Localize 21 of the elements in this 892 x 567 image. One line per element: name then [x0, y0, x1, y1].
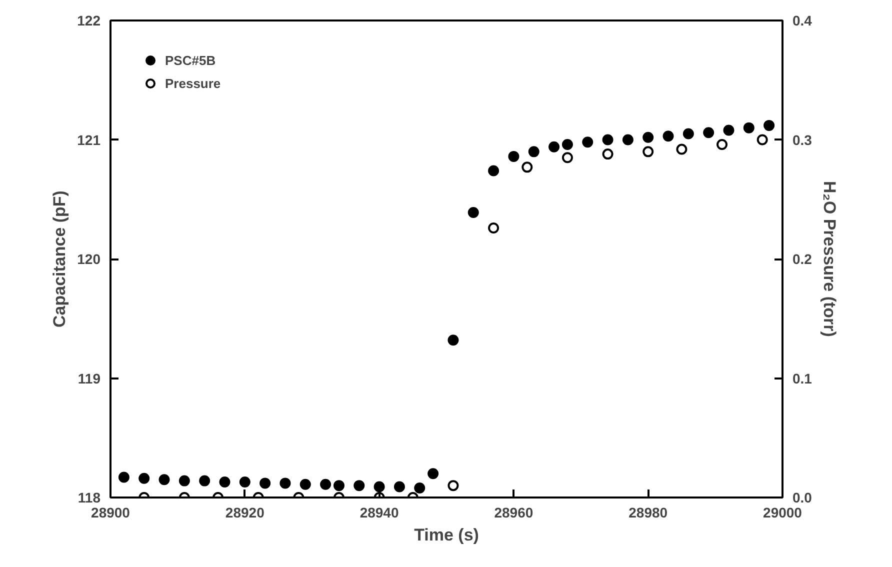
y2-tick-label: 0.0: [792, 490, 812, 506]
legend-label: PSC#5B: [165, 52, 216, 68]
x-tick-label: 28980: [628, 504, 668, 520]
x-tick-label: 28960: [494, 504, 534, 520]
y2-axis-title: H₂O Pressure (torr): [820, 181, 839, 337]
y2-tick-label: 0.1: [792, 370, 812, 386]
x-axis-title: Time (s): [414, 526, 479, 544]
x-tick-label: 29000: [763, 504, 802, 520]
y-tick-label: 121: [77, 132, 101, 148]
y-tick-label: 120: [77, 251, 101, 267]
y2-tick-label: 0.2: [792, 251, 812, 267]
y2-tick-label: 0.3: [792, 132, 812, 148]
y2-tick-label: 0.4: [792, 12, 812, 28]
y-tick-label: 122: [77, 12, 101, 28]
y-axis-title: Capacitance (pF): [50, 190, 70, 328]
y-tick-label: 119: [78, 370, 101, 386]
x-tick-label: 28940: [360, 504, 399, 520]
x-tick-label: 28920: [225, 504, 265, 520]
legend-label: Pressure: [165, 76, 221, 90]
y-tick-label: 118: [78, 490, 101, 506]
x-tick-label: 28900: [91, 504, 130, 520]
